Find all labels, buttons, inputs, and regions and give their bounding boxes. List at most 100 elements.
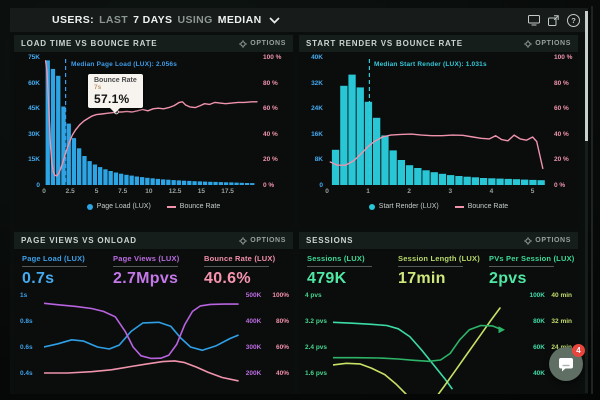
legend-item[interactable]: Bounce Rate [454, 203, 508, 210]
display-icon[interactable] [528, 14, 540, 26]
chat-button[interactable]: 4 [549, 344, 585, 381]
start-render-chart: 40K 32K 24K 16K 8K 0 Median Start Render (LUX)… [299, 52, 578, 210]
y-axis-label: 1.6 pvs [305, 370, 328, 377]
stat-underline [113, 266, 178, 267]
y-axis-label: 1s [20, 292, 28, 299]
stat-underline [22, 266, 87, 267]
stat-block: Sessions (LUX) 479K [307, 254, 388, 288]
options-button[interactable]: OPTIONS [524, 236, 571, 245]
x-axis-label: 17.5 [221, 188, 234, 195]
y-axis-labels: 75K 60K 45K 30K 15K 0 [14, 54, 44, 189]
median-annotation: Median Start Render (LUX): 1.031s [374, 61, 487, 68]
y-axis-label: 32K [311, 79, 323, 87]
y-axis-label: 24K [311, 105, 323, 113]
legend-item[interactable]: Start Render (LUX) [368, 203, 439, 210]
y-axis-label: 40K [311, 54, 323, 61]
panel-start-render: START RENDER VS BOUNCE RATE OPTIONS 40K 3… [299, 35, 578, 228]
y-axis-label: 40K [533, 370, 545, 377]
stat-label: Page Views (LUX) [113, 254, 180, 263]
y-axis-label: 32 min [551, 318, 572, 325]
panel-title: SESSIONS [306, 236, 354, 245]
stat-block: Session Length (LUX) 17min [398, 254, 480, 288]
y-axis-label: 0 % [554, 182, 566, 189]
dashboard-screen: USERS: LAST 7 DAYS USING MEDIAN ? LOAD TIME … [10, 8, 588, 394]
stat-underline [204, 266, 269, 267]
title-segment: 7 DAYS [133, 14, 173, 26]
y-axis-label: 15K [28, 156, 40, 164]
y-axis-label: 3.2 pvs [305, 318, 328, 325]
y-axis-label: 60K [533, 344, 545, 351]
y-axis-label: 40% [275, 370, 289, 377]
stat-label: Session Length (LUX) [398, 254, 480, 263]
panel-header: SESSIONS OPTIONS [299, 232, 578, 249]
y-axis-label: 300K [245, 344, 262, 351]
y-axis-label: 45K [28, 105, 40, 113]
page-title-filter[interactable]: USERS: LAST 7 DAYS USING MEDIAN [52, 14, 267, 26]
gear-icon [524, 39, 533, 48]
gear-icon [239, 39, 248, 48]
share-icon[interactable] [548, 14, 559, 26]
panel-title: START RENDER VS BOUNCE RATE [306, 39, 463, 48]
x-axis-label: 0 [42, 188, 46, 195]
x-axis-label: 7.5 [118, 188, 128, 195]
load-time-chart: 75K 60K 45K 30K 15K 0 Median Page Load (LUX): … [14, 52, 293, 210]
stat-label: Page Load (LUX) [22, 254, 86, 263]
y-axis-label: 100% [272, 292, 289, 299]
y-axis-label: 100 % [263, 54, 282, 61]
options-button[interactable]: OPTIONS [239, 39, 286, 48]
plot-area [43, 291, 242, 394]
median-annotation: Median Page Load (LUX): 2.056s [71, 61, 178, 68]
page-views-chart: 1s 0.8s 0.6s 0.4s 500K 400K 300K 200K 100% 80% 60%… [14, 289, 293, 394]
y-axis-label: 80 % [554, 79, 569, 87]
options-button[interactable]: OPTIONS [524, 39, 571, 48]
title-segment: MEDIAN [217, 14, 262, 26]
y-axis-label: 30K [28, 130, 40, 138]
stat-value: 40.6% [204, 270, 251, 287]
y-axis-label: 500K [245, 292, 262, 299]
legend-item[interactable]: Page Load (LUX) [86, 203, 151, 210]
sessions-chart: 4 pvs 3.2 pvs 2.4 pvs 1.6 pvs 100K 80K 60K 40K 4… [299, 289, 578, 394]
stat-block: Page Load (LUX) 0.7s [22, 254, 103, 288]
legend: Start Render (LUX) Bounce Rate [299, 203, 578, 210]
chat-bubble-icon [559, 357, 573, 371]
y-axis-label: 20 % [263, 156, 278, 164]
title-segment: LAST [99, 14, 129, 26]
y-axis-labels: 500K 400K 300K 200K [242, 291, 266, 394]
stat-value: 2.7Mpvs [113, 270, 179, 287]
y-axis-label: 60% [275, 344, 289, 351]
legend: Page Load (LUX) Bounce Rate [14, 203, 293, 210]
scrollbar-thumb[interactable] [585, 11, 588, 141]
panel-title: LOAD TIME VS BOUNCE RATE [21, 39, 158, 48]
panel-header: PAGE VIEWS VS ONLOAD OPTIONS [14, 232, 293, 249]
stat-label: PVs Per Session (LUX) [489, 254, 575, 263]
monitor-bezel-edge [591, 6, 593, 394]
y-axis-labels: 100 % 80 % 60 % 40 % 20 % 0 % [258, 54, 291, 189]
tooltip: Bounce Rate 7s 57.1% [88, 74, 143, 113]
x-axis: 0 2.5 5 7.5 10 12.5 15 17.5 [42, 188, 258, 197]
y-axis-label: 0 % [263, 182, 275, 189]
panel-load-time: LOAD TIME VS BOUNCE RATE OPTIONS 75K 60K 4… [14, 35, 293, 228]
y-axis-label: 0.8s [20, 318, 33, 325]
chevron-down-icon[interactable] [268, 16, 280, 24]
plot-area: Median Start Render (LUX): 1.031s [327, 57, 549, 185]
x-axis-label: 4 [489, 188, 494, 195]
scrollbar[interactable] [585, 9, 588, 393]
y-axis-label: 4 pvs [305, 292, 322, 299]
stat-block: Bounce Rate (LUX) 40.6% [204, 254, 285, 288]
x-axis-label: 15 [197, 188, 206, 195]
panel-page-views: PAGE VIEWS VS ONLOAD OPTIONS Page Load (… [14, 232, 293, 394]
stat-label: Sessions (LUX) [307, 254, 365, 263]
y-axis-labels: 100% 80% 60% 40% [265, 291, 293, 394]
y-axis-labels: 100 % 80 % 60 % 40 % 20 % 0 % [549, 54, 577, 189]
y-axis-label: 60K [28, 79, 40, 87]
legend-item[interactable]: Bounce Rate [166, 203, 220, 210]
help-icon[interactable]: ? [567, 13, 580, 27]
y-axis-label: 200K [245, 370, 262, 377]
x-axis-label: 12.5 [168, 188, 182, 195]
y-axis-label: 40 % [554, 130, 569, 138]
y-axis-label: 400K [245, 318, 262, 325]
stat-underline [307, 266, 372, 267]
options-button[interactable]: OPTIONS [239, 236, 286, 245]
gear-icon [239, 236, 248, 245]
